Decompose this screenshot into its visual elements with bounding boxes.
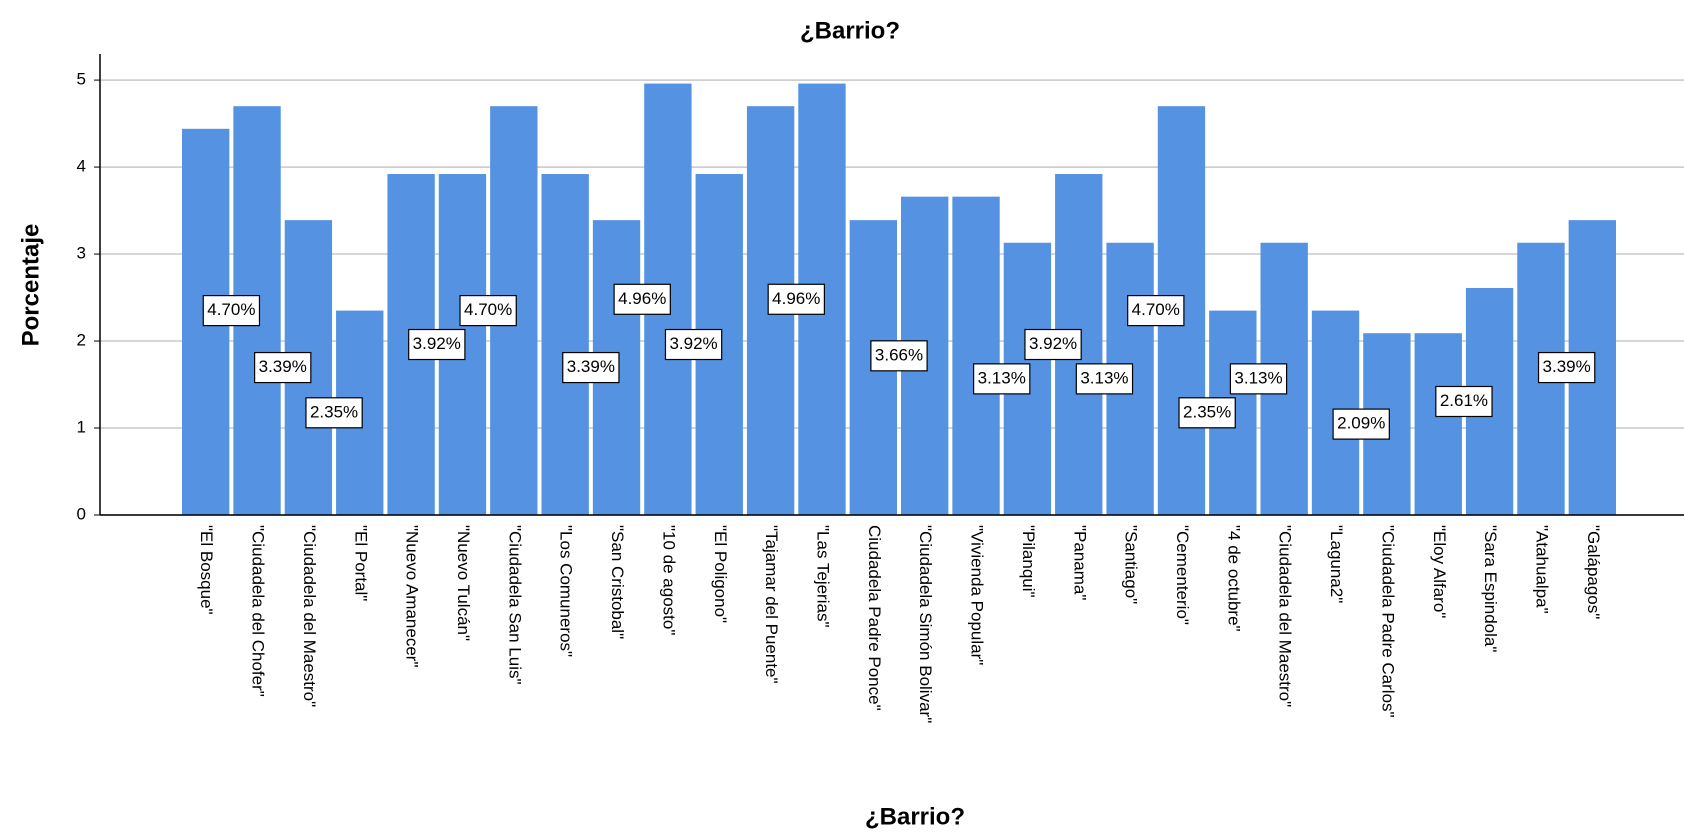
x-tick-label: "Atahualpa"	[1532, 525, 1551, 614]
x-tick-label: "10 de agosto"	[659, 525, 678, 635]
x-tick-label: "San Cristobal"	[608, 525, 627, 639]
value-label: 2.35%	[1183, 402, 1231, 421]
value-label-box	[767, 283, 825, 315]
value-label-box	[1229, 363, 1288, 395]
bar	[541, 174, 589, 515]
x-tick-label: "Ciudadela del Maestro"	[300, 525, 319, 707]
value-label: 3.92%	[1029, 334, 1077, 353]
x-tick-label: "Los Comuneros"	[557, 525, 576, 657]
y-tick-label: 5	[77, 70, 86, 89]
value-label: 2.35%	[310, 402, 358, 421]
value-label-box	[1178, 397, 1236, 429]
value-label: 4.70%	[207, 300, 255, 319]
value-label-box	[664, 328, 723, 361]
value-label-box	[408, 328, 466, 361]
x-tick-label: "Galápagos"	[1584, 525, 1603, 619]
value-label: 4.96%	[618, 289, 666, 308]
x-tick-label: "Sara Espindola"	[1481, 525, 1500, 652]
value-label-box	[870, 340, 928, 372]
x-tick-label: "El Poligono"	[711, 525, 730, 623]
x-tick-label: "Ciudadela del Maestro"	[1276, 525, 1295, 707]
x-tick-label: "Nuevo Tulcán"	[454, 525, 473, 641]
x-tick-label: "Vivienda Popular"	[968, 525, 987, 665]
value-label: 3.39%	[259, 357, 307, 376]
value-label-box	[1435, 385, 1493, 418]
value-label: 3.92%	[413, 334, 461, 353]
x-tick-label: "Cementerio"	[1173, 525, 1192, 625]
y-tick-label: 0	[77, 504, 86, 523]
value-label-box	[562, 351, 620, 384]
value-label: 3.66%	[875, 345, 923, 364]
x-tick-label: "Nuevo Amanecer"	[403, 525, 422, 667]
value-label-box	[1075, 363, 1134, 395]
x-tick-label: "Eloy Alfaro"	[1430, 525, 1449, 618]
value-label-box	[1537, 351, 1596, 384]
value-label-box	[1024, 328, 1082, 361]
value-label: 3.13%	[1080, 368, 1128, 387]
x-tick-label: "El Portal"	[351, 525, 370, 601]
value-label-box	[1127, 294, 1185, 327]
y-tick-label: 4	[77, 157, 86, 176]
value-label: 2.61%	[1440, 391, 1488, 410]
x-tick-label: "Panama"	[1070, 525, 1089, 600]
x-tick-label: "Ciudadela del Chofer"	[249, 525, 268, 697]
value-label: 3.13%	[978, 368, 1026, 387]
y-tick-label: 1	[77, 418, 86, 437]
x-tick-label: "Pilanqui"	[1019, 525, 1038, 598]
value-label: 4.96%	[772, 289, 820, 308]
value-label: 2.09%	[1337, 414, 1385, 433]
value-label-box	[459, 294, 517, 327]
y-tick-label: 2	[77, 331, 86, 350]
x-tick-label: "Las Tejerias"	[813, 525, 832, 627]
value-label-box	[613, 283, 671, 315]
x-tick-label: "Ciudadela San Luis"	[505, 525, 524, 685]
x-tick-label: "Santiago"	[1122, 525, 1141, 604]
value-label-box	[973, 363, 1031, 395]
x-tick-label: "Laguna2"	[1327, 525, 1346, 603]
value-label-box	[1332, 408, 1390, 440]
value-label-box	[254, 351, 312, 384]
value-label: 4.70%	[1132, 300, 1180, 319]
value-label: 3.39%	[1543, 357, 1591, 376]
value-label-box	[202, 294, 261, 327]
bar	[952, 196, 1000, 516]
x-tick-label: "4 de octubre"	[1224, 525, 1243, 632]
value-label: 4.70%	[464, 300, 512, 319]
x-tick-label: Ciudadela Padre Ponce"	[865, 525, 884, 711]
x-tick-label: "Tajamar del Puente"	[762, 525, 781, 684]
x-axis-label: ¿Barrio?	[865, 803, 965, 830]
x-tick-label: "El Bosque"	[197, 525, 216, 615]
value-label-box	[305, 397, 363, 429]
value-label: 3.13%	[1234, 368, 1282, 387]
x-tick-label: "Ciudadela Padre Carlos"	[1378, 525, 1397, 718]
value-label: 3.92%	[669, 334, 717, 353]
value-label: 3.39%	[567, 357, 615, 376]
y-tick-label: 3	[77, 244, 86, 263]
y-axis-label: Porcentaje	[17, 224, 44, 347]
bar	[1414, 333, 1462, 515]
chart-title: ¿Barrio?	[800, 17, 900, 44]
x-tick-label: "Ciudadela Simón Bolivar"	[916, 525, 935, 723]
